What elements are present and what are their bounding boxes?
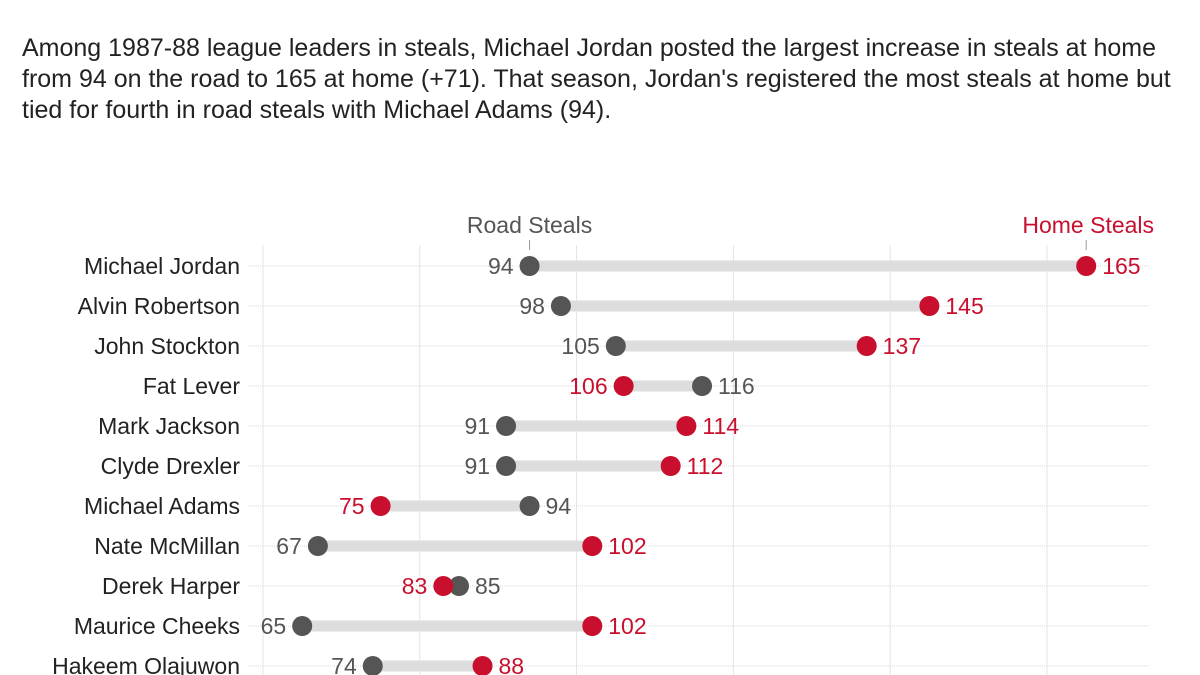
road-value-label: 98 [519, 293, 545, 319]
road-dot [605, 336, 626, 356]
road-value-label: 65 [261, 613, 287, 639]
category-label: Michael Adams [84, 493, 240, 519]
home-dot [660, 456, 681, 476]
road-value-label: 91 [464, 413, 490, 439]
road-value-label: 67 [276, 533, 302, 559]
home-dot [856, 336, 877, 356]
home-dot [1076, 256, 1097, 276]
road-dot [362, 656, 383, 675]
category-label: Derek Harper [102, 573, 240, 599]
road-value-label: 116 [718, 373, 755, 399]
legend-road: Road Steals [467, 212, 592, 238]
home-value-label: 102 [608, 613, 646, 639]
category-label: Clyde Drexler [101, 453, 241, 479]
home-value-label: 106 [569, 373, 607, 399]
road-dot [292, 616, 313, 636]
home-dot [370, 496, 391, 516]
category-label: Fat Lever [143, 373, 240, 399]
home-value-label: 165 [1102, 253, 1140, 279]
road-dot [519, 256, 540, 276]
road-dot [496, 416, 517, 436]
home-value-label: 102 [608, 533, 646, 559]
chart-subtitle: Among 1987-88 league leaders in steals, … [22, 34, 1171, 124]
category-label: John Stockton [94, 333, 240, 359]
legend-home: Home Steals [1022, 212, 1154, 238]
category-label: Hakeem Olajuwon [52, 653, 240, 675]
road-dot [519, 496, 540, 516]
category-label: Alvin Robertson [78, 293, 240, 319]
category-label: Maurice Cheeks [74, 613, 240, 639]
category-label: Michael Jordan [84, 253, 240, 279]
road-value-label: 74 [331, 653, 357, 675]
home-value-label: 75 [339, 493, 365, 519]
home-dot [613, 376, 634, 396]
road-value-label: 85 [475, 573, 501, 599]
category-label: Mark Jackson [98, 413, 240, 439]
home-value-label: 114 [702, 413, 739, 439]
home-dot [919, 296, 940, 316]
home-value-label: 112 [687, 453, 724, 479]
home-dot [582, 536, 603, 556]
home-value-label: 83 [402, 573, 428, 599]
road-dot [449, 576, 469, 596]
road-value-label: 94 [546, 493, 572, 519]
category-label: Nate McMillan [94, 533, 240, 559]
road-dot [692, 376, 713, 396]
road-value-label: 94 [488, 253, 514, 279]
home-dot [676, 416, 697, 436]
road-value-label: 105 [561, 333, 599, 359]
home-dot [472, 656, 493, 675]
home-value-label: 137 [883, 333, 921, 359]
home-value-label: 88 [499, 653, 525, 675]
road-dot [496, 456, 517, 476]
road-dot [307, 536, 328, 556]
road-value-label: 91 [464, 453, 490, 479]
home-dot [433, 576, 454, 596]
home-dot [582, 616, 603, 636]
home-value-label: 145 [945, 293, 983, 319]
road-dot [550, 296, 571, 316]
